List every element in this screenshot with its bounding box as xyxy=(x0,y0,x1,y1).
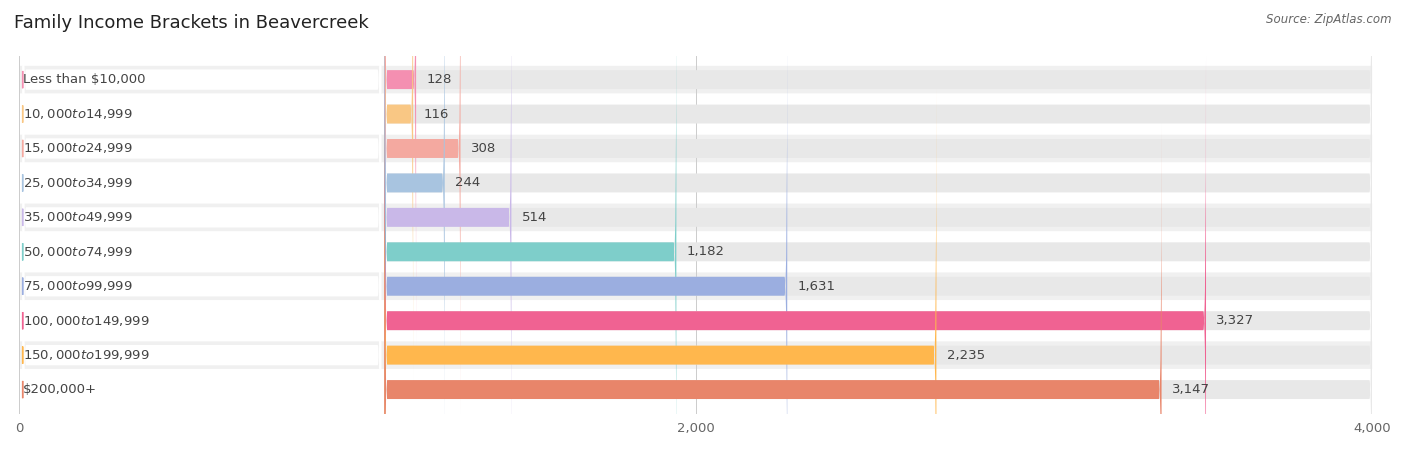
FancyBboxPatch shape xyxy=(22,0,381,450)
Text: 514: 514 xyxy=(522,211,547,224)
FancyBboxPatch shape xyxy=(384,0,413,380)
FancyBboxPatch shape xyxy=(384,89,936,450)
FancyBboxPatch shape xyxy=(22,0,381,450)
FancyBboxPatch shape xyxy=(20,135,1372,162)
FancyBboxPatch shape xyxy=(22,0,381,450)
FancyBboxPatch shape xyxy=(384,54,1372,450)
FancyBboxPatch shape xyxy=(384,0,1372,450)
FancyBboxPatch shape xyxy=(20,100,1372,128)
FancyBboxPatch shape xyxy=(22,55,381,450)
FancyBboxPatch shape xyxy=(384,0,512,450)
FancyBboxPatch shape xyxy=(384,0,444,449)
Text: $75,000 to $99,999: $75,000 to $99,999 xyxy=(22,279,132,293)
Text: 308: 308 xyxy=(471,142,496,155)
FancyBboxPatch shape xyxy=(22,21,381,450)
Text: Source: ZipAtlas.com: Source: ZipAtlas.com xyxy=(1267,14,1392,27)
FancyBboxPatch shape xyxy=(22,0,381,448)
Text: 128: 128 xyxy=(426,73,451,86)
Text: $100,000 to $149,999: $100,000 to $149,999 xyxy=(22,314,149,328)
Text: $150,000 to $199,999: $150,000 to $199,999 xyxy=(22,348,149,362)
Text: $10,000 to $14,999: $10,000 to $14,999 xyxy=(22,107,132,121)
Text: 244: 244 xyxy=(456,176,479,189)
Text: Family Income Brackets in Beavercreek: Family Income Brackets in Beavercreek xyxy=(14,14,368,32)
Text: $15,000 to $24,999: $15,000 to $24,999 xyxy=(22,141,132,156)
FancyBboxPatch shape xyxy=(20,272,1372,300)
FancyBboxPatch shape xyxy=(384,0,1372,346)
Text: 1,182: 1,182 xyxy=(686,245,724,258)
FancyBboxPatch shape xyxy=(384,20,787,450)
Text: Less than $10,000: Less than $10,000 xyxy=(22,73,145,86)
FancyBboxPatch shape xyxy=(384,0,1372,414)
Text: 1,631: 1,631 xyxy=(797,280,835,293)
FancyBboxPatch shape xyxy=(384,0,676,450)
FancyBboxPatch shape xyxy=(20,169,1372,197)
Text: $200,000+: $200,000+ xyxy=(22,383,97,396)
FancyBboxPatch shape xyxy=(384,123,1372,450)
Text: 116: 116 xyxy=(423,108,449,121)
FancyBboxPatch shape xyxy=(22,0,381,450)
FancyBboxPatch shape xyxy=(384,0,1372,449)
FancyBboxPatch shape xyxy=(20,203,1372,231)
FancyBboxPatch shape xyxy=(22,0,381,450)
Text: $25,000 to $34,999: $25,000 to $34,999 xyxy=(22,176,132,190)
FancyBboxPatch shape xyxy=(384,0,416,346)
Text: 2,235: 2,235 xyxy=(946,349,984,362)
FancyBboxPatch shape xyxy=(384,20,1372,450)
FancyBboxPatch shape xyxy=(22,0,381,414)
FancyBboxPatch shape xyxy=(22,0,381,450)
FancyBboxPatch shape xyxy=(384,0,1372,380)
FancyBboxPatch shape xyxy=(384,123,1161,450)
FancyBboxPatch shape xyxy=(20,238,1372,266)
FancyBboxPatch shape xyxy=(20,376,1372,403)
FancyBboxPatch shape xyxy=(384,0,1372,450)
FancyBboxPatch shape xyxy=(20,342,1372,369)
FancyBboxPatch shape xyxy=(384,0,461,414)
Text: 3,147: 3,147 xyxy=(1171,383,1209,396)
Text: 3,327: 3,327 xyxy=(1216,314,1254,327)
Text: $50,000 to $74,999: $50,000 to $74,999 xyxy=(22,245,132,259)
FancyBboxPatch shape xyxy=(20,307,1372,334)
FancyBboxPatch shape xyxy=(384,54,1206,450)
FancyBboxPatch shape xyxy=(384,89,1372,450)
FancyBboxPatch shape xyxy=(20,66,1372,94)
Text: $35,000 to $49,999: $35,000 to $49,999 xyxy=(22,210,132,225)
